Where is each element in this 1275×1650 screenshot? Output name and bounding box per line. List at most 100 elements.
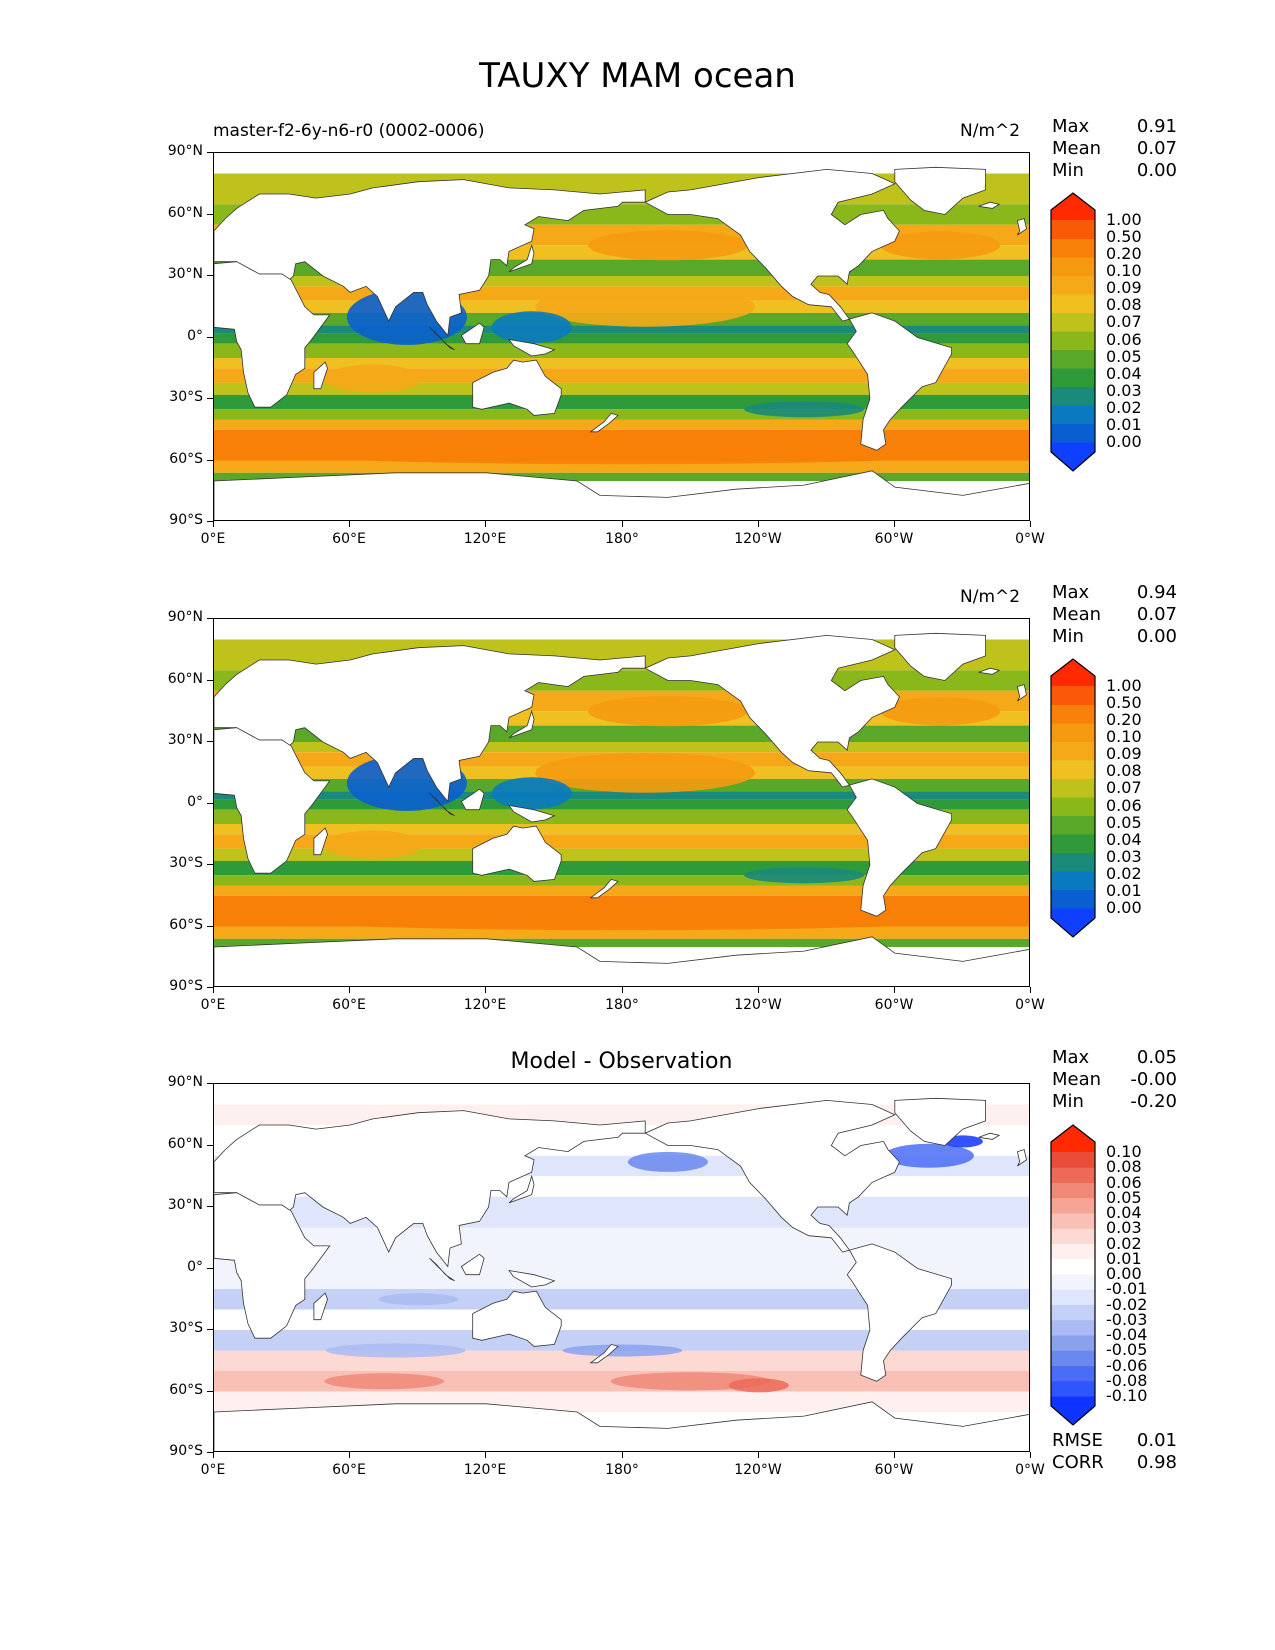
stress-band xyxy=(214,358,1029,369)
colorbar-segment xyxy=(1051,386,1095,406)
lon-tick xyxy=(349,1452,350,1458)
lon-label: 60°E xyxy=(332,531,366,547)
land-outline xyxy=(429,327,455,351)
colorbar-segment xyxy=(1051,1243,1095,1260)
land-outline xyxy=(429,793,455,817)
colorbar-label: 0.03 xyxy=(1106,847,1142,866)
metric-corr-label: CORR xyxy=(1052,1452,1104,1473)
lat-label: 0° xyxy=(187,794,203,810)
colorbar-label: 0.50 xyxy=(1106,227,1142,246)
lat-label: 30°N xyxy=(167,266,203,282)
stress-feature xyxy=(880,231,1001,260)
stress-band xyxy=(214,276,1029,287)
colorbar-label: -0.10 xyxy=(1106,1386,1148,1405)
metric-corr-value: 0.98 xyxy=(1136,1452,1177,1473)
colorbar-segment xyxy=(1051,704,1095,724)
diff-feature xyxy=(378,1293,459,1306)
land-outline xyxy=(214,1110,646,1268)
figure-title: TAUXY MAM ocean xyxy=(479,56,796,96)
colorbar-segment xyxy=(1051,852,1095,872)
polar-cap xyxy=(214,619,1029,640)
land-outline xyxy=(1016,218,1027,236)
diff-feature xyxy=(324,1373,445,1390)
colorbar-segment xyxy=(1051,1380,1095,1397)
lat-tick xyxy=(207,1452,213,1453)
colorbar-label: 0.00 xyxy=(1106,1264,1142,1283)
land-outline xyxy=(313,827,328,856)
land-outline xyxy=(508,1269,556,1288)
colorbar-label: 1.00 xyxy=(1106,210,1142,229)
land-outline xyxy=(644,634,900,788)
colorbar-segment xyxy=(1051,741,1095,761)
colorbar-label: 0.03 xyxy=(1106,381,1142,400)
stress-band xyxy=(214,926,1029,939)
stress-band xyxy=(214,938,1029,947)
lat-label: 60°N xyxy=(167,205,203,221)
colorbar-svg xyxy=(1050,658,1096,938)
lon-label: 120°E xyxy=(463,1462,507,1478)
lat-tick xyxy=(207,680,213,681)
stress-feature xyxy=(535,752,756,793)
stress-band xyxy=(214,343,1029,358)
land-outline xyxy=(214,1192,331,1339)
colorbar-segment xyxy=(1051,423,1095,443)
colorbar-label: 0.02 xyxy=(1106,398,1142,417)
lat-label: 60°N xyxy=(167,1136,203,1152)
stress-feature xyxy=(744,401,865,418)
colorbar-segment xyxy=(1051,405,1095,424)
colorbar-segment xyxy=(1051,294,1095,313)
diff-feature xyxy=(627,1151,708,1172)
land-outline xyxy=(214,645,646,803)
land-outline xyxy=(508,709,535,739)
stat-mean-value: 0.07 xyxy=(1136,604,1177,625)
lat-tick xyxy=(207,275,213,276)
stress-band xyxy=(214,472,1029,481)
stress-feature xyxy=(535,286,756,327)
lon-tick xyxy=(622,987,623,993)
stat-mean-value: -0.00 xyxy=(1130,1069,1177,1090)
colorbar-segment xyxy=(1051,1182,1095,1199)
lon-label: 0°E xyxy=(200,1462,226,1478)
colorbar-segment xyxy=(1051,834,1095,853)
land-outline xyxy=(508,338,556,357)
lat-tick xyxy=(207,1206,213,1207)
stress-band xyxy=(214,742,1029,753)
colorbar-label: 0.04 xyxy=(1106,364,1142,383)
stress-field-map xyxy=(214,619,1029,986)
units-label: N/m^2 xyxy=(960,121,1021,141)
lat-label: 90°S xyxy=(169,512,203,528)
colorbar-outline xyxy=(1050,192,1096,472)
colorbar-segment xyxy=(1051,368,1095,387)
diff-feature xyxy=(325,1343,466,1358)
land-outline xyxy=(978,201,1001,209)
stress-feature xyxy=(744,867,865,884)
difference-field-map xyxy=(214,1084,1029,1451)
land-outline xyxy=(894,166,986,215)
run-label: master-f2-6y-n6-r0 (0002-0006) xyxy=(213,121,485,141)
lat-tick xyxy=(207,926,213,927)
land-outline xyxy=(313,361,328,390)
lat-label: 0° xyxy=(187,1259,203,1275)
lat-label: 60°S xyxy=(169,917,203,933)
lat-tick xyxy=(207,1083,213,1084)
lon-label: 120°E xyxy=(463,531,507,547)
stress-band xyxy=(214,382,1029,395)
colorbar-label: 0.06 xyxy=(1106,330,1142,349)
stat-min-label: Min xyxy=(1052,160,1084,181)
colorbar-segment xyxy=(1051,1213,1095,1229)
colorbar-segment xyxy=(1051,723,1095,742)
colorbar-segment xyxy=(1051,331,1095,350)
lat-label: 90°N xyxy=(167,1074,203,1090)
lon-label: 180° xyxy=(605,997,639,1013)
colorbar-segment xyxy=(1051,1365,1095,1382)
colorbar-label: 0.09 xyxy=(1106,744,1142,763)
lat-label: 30°S xyxy=(169,855,203,871)
land-outline xyxy=(460,788,485,811)
colorbar-segment xyxy=(1051,1152,1095,1168)
lat-label: 90°N xyxy=(167,143,203,159)
colorbar-label: 0.06 xyxy=(1106,796,1142,815)
lon-tick xyxy=(894,987,895,993)
lat-label: 30°S xyxy=(169,1320,203,1336)
stat-mean-label: Mean xyxy=(1052,138,1102,159)
land-outline xyxy=(644,168,900,322)
